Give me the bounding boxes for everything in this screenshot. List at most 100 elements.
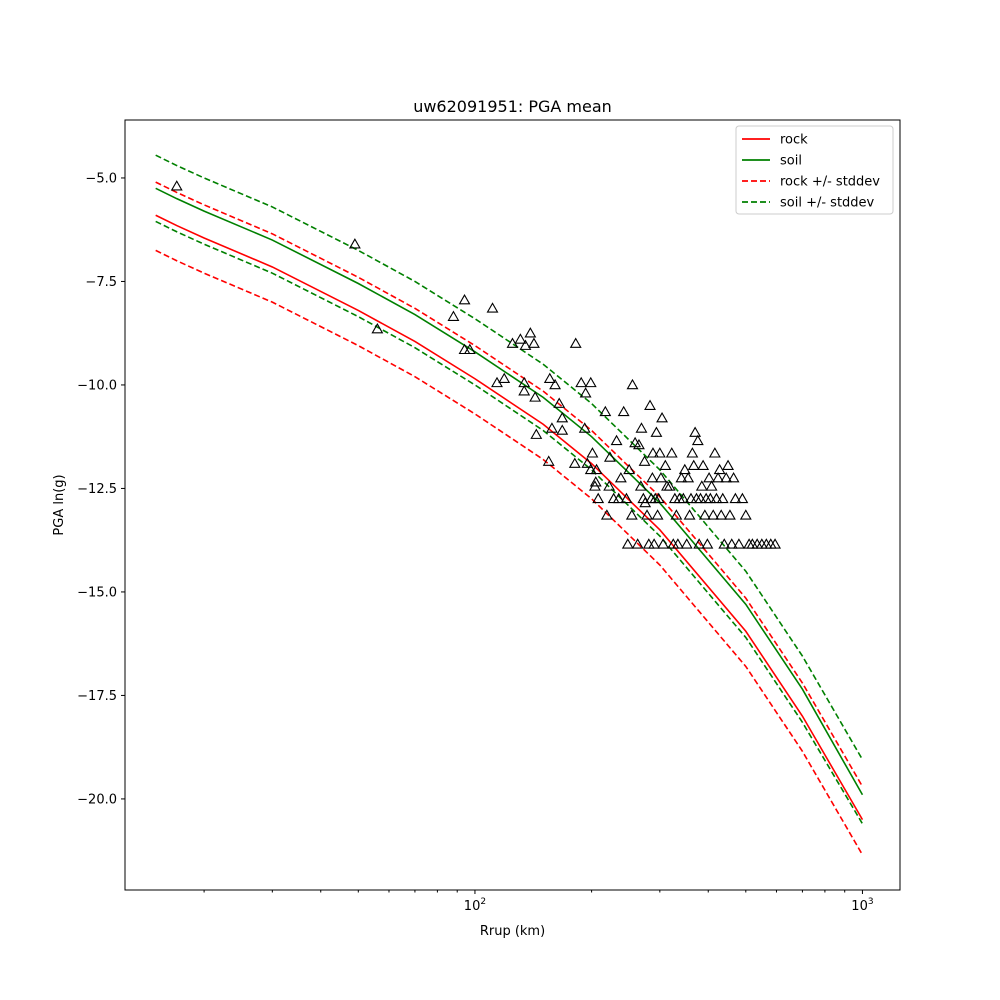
observation-point <box>170 180 183 191</box>
observation-point <box>614 471 627 483</box>
observation-point <box>652 492 665 504</box>
observation-point <box>549 378 562 390</box>
series-line-band-3 <box>155 249 864 856</box>
legend: rock soil rock +/- stddev soil +/- stddev <box>735 125 894 215</box>
observation-point <box>581 457 594 468</box>
observation-point <box>655 471 667 483</box>
observation-point <box>683 509 696 520</box>
y-tick-label: −17.5 <box>77 689 117 704</box>
observation-point <box>693 538 706 549</box>
observation-point <box>675 471 688 483</box>
observation-point <box>625 509 638 520</box>
observation-point <box>725 538 738 549</box>
observation-point <box>712 471 724 483</box>
observation-point <box>592 492 605 504</box>
observation-point <box>603 451 616 462</box>
observation-point <box>599 405 612 417</box>
observation-point <box>722 459 735 470</box>
x-axis: 102 103 <box>203 890 874 914</box>
observation-point <box>718 538 731 549</box>
observation-point <box>698 509 711 520</box>
observation-point <box>665 447 678 458</box>
observation-point <box>687 459 700 470</box>
y-tick-label: −10.0 <box>77 378 117 393</box>
observation-point <box>621 538 634 549</box>
observation-point <box>638 455 651 466</box>
observation-point <box>691 434 704 446</box>
observation-point <box>610 434 623 446</box>
y-tick-label: −7.5 <box>85 275 117 290</box>
observation-point <box>646 471 659 483</box>
observation-point <box>663 480 676 491</box>
observation-point <box>528 337 540 348</box>
legend-label: soil <box>780 154 802 169</box>
observation-point <box>556 424 569 435</box>
observation-point <box>710 492 723 504</box>
observation-point <box>723 509 736 520</box>
observation-point <box>371 322 384 334</box>
observation-point <box>498 372 511 384</box>
observation-point <box>701 538 714 549</box>
observation-point <box>626 378 639 390</box>
observation-point <box>720 471 733 483</box>
observation-point <box>617 405 630 417</box>
observation-point <box>670 509 683 520</box>
observation-point <box>656 411 669 423</box>
observation-point <box>705 480 718 491</box>
observation-point <box>716 492 729 504</box>
observation-point <box>600 509 613 520</box>
observation-point <box>556 411 569 423</box>
observation-point <box>584 463 597 475</box>
observation-point <box>677 492 690 504</box>
observation-point <box>579 387 592 398</box>
observation-point <box>727 471 740 483</box>
observation-point <box>578 422 591 433</box>
y-tick-label: −20.0 <box>77 792 117 807</box>
observation-point <box>713 463 726 475</box>
observation-point <box>545 422 558 433</box>
observation-point <box>653 447 666 458</box>
observation-point <box>518 376 531 388</box>
observation-point <box>542 455 555 466</box>
y-axis-label: PGA ln(g) <box>52 474 67 535</box>
observation-point <box>575 376 588 388</box>
observation-point <box>514 333 527 344</box>
observation-point <box>707 509 720 520</box>
observation-point <box>647 447 659 458</box>
observation-point <box>697 459 710 470</box>
series-line-soil <box>155 187 864 796</box>
observation-point <box>703 471 716 483</box>
legend-label: rock +/- stddev <box>780 175 880 190</box>
series-line-soil-stddev <box>155 154 864 761</box>
legend-label: rock <box>780 133 808 148</box>
observation-point <box>529 391 542 402</box>
observation-point <box>518 385 531 396</box>
x-axis-label: Rrup (km) <box>480 924 545 939</box>
observation-point <box>644 399 656 410</box>
y-tick-label: −15.0 <box>77 585 117 600</box>
observation-point <box>348 238 361 249</box>
observation-point <box>641 509 653 520</box>
observation-point <box>635 422 648 433</box>
y-tick-label: −12.5 <box>77 482 117 497</box>
chart-title: uw62091951: PGA mean <box>413 97 612 116</box>
plot-frame <box>124 119 901 891</box>
observation-point <box>603 480 616 491</box>
series-line-rock-stddev <box>155 181 864 787</box>
observation-point <box>586 447 599 458</box>
observation-point <box>589 476 602 487</box>
observation-point <box>651 509 664 520</box>
observation-point <box>657 538 670 549</box>
observation-point <box>458 293 471 305</box>
legend-label: soil +/- stddev <box>780 196 875 211</box>
observation-point <box>633 438 645 450</box>
observation-point <box>648 538 661 549</box>
observation-point <box>708 447 721 458</box>
observation-point <box>634 480 647 491</box>
observation-point <box>623 463 636 475</box>
legend-box <box>735 125 894 215</box>
observation-point <box>590 463 603 475</box>
observation-point <box>671 538 684 549</box>
observation-point <box>620 492 633 504</box>
